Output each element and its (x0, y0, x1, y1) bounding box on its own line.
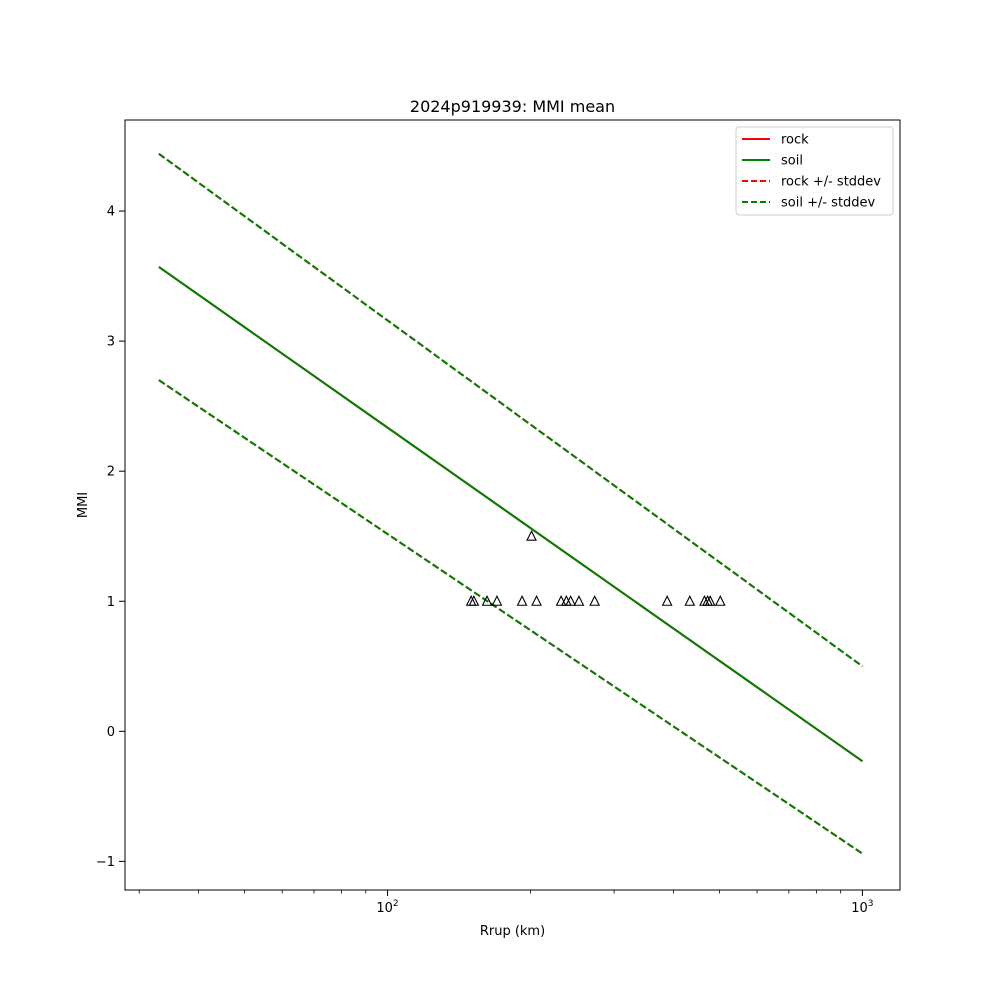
observation-point (516, 595, 528, 606)
observation-point (491, 595, 503, 606)
observation-point (526, 529, 537, 541)
observation-point (565, 595, 577, 606)
observation-point (468, 595, 480, 606)
chart-title: 2024p919939: MMI mean (410, 97, 615, 116)
y-tick-label: 1 (107, 595, 115, 610)
legend-entry-label: soil +/- stddev (781, 196, 876, 211)
y-axis-label: MMI (76, 492, 91, 518)
series-line-1 (158, 266, 863, 763)
observation-point (531, 595, 542, 606)
x-tick-label: 102 (376, 899, 398, 916)
plot-content (158, 153, 863, 855)
legend-box (735, 126, 894, 216)
y-tick-label: 0 (107, 725, 115, 740)
observation-point (661, 595, 673, 606)
y-axis: −1 0 1 2 3 4 (96, 205, 125, 870)
plot-frame (124, 119, 901, 891)
series-line-3-lower (158, 379, 863, 855)
observation-point (684, 595, 696, 606)
legend-entry-label: rock +/- stddev (781, 175, 881, 190)
observation-point (589, 595, 601, 606)
observation-point (555, 595, 567, 606)
x-tick-label: 103 (851, 899, 873, 916)
observation-point (704, 595, 716, 606)
observation-point (481, 595, 493, 606)
series-line-3 (158, 153, 863, 668)
x-axis-label: Rrup (km) (480, 924, 545, 939)
y-tick-label: 4 (107, 205, 115, 220)
observation-point (714, 595, 726, 606)
legend-entry-label: rock (781, 133, 809, 148)
y-tick-label: −1 (96, 855, 115, 870)
observation-point (573, 595, 585, 606)
y-tick-label: 3 (107, 335, 115, 350)
x-axis: 102 103 (138, 890, 874, 916)
legend: rock soil rock +/- stddev soil +/- stddev (735, 126, 894, 216)
legend-entry-label: soil (781, 154, 803, 169)
y-tick-label: 2 (107, 465, 115, 480)
